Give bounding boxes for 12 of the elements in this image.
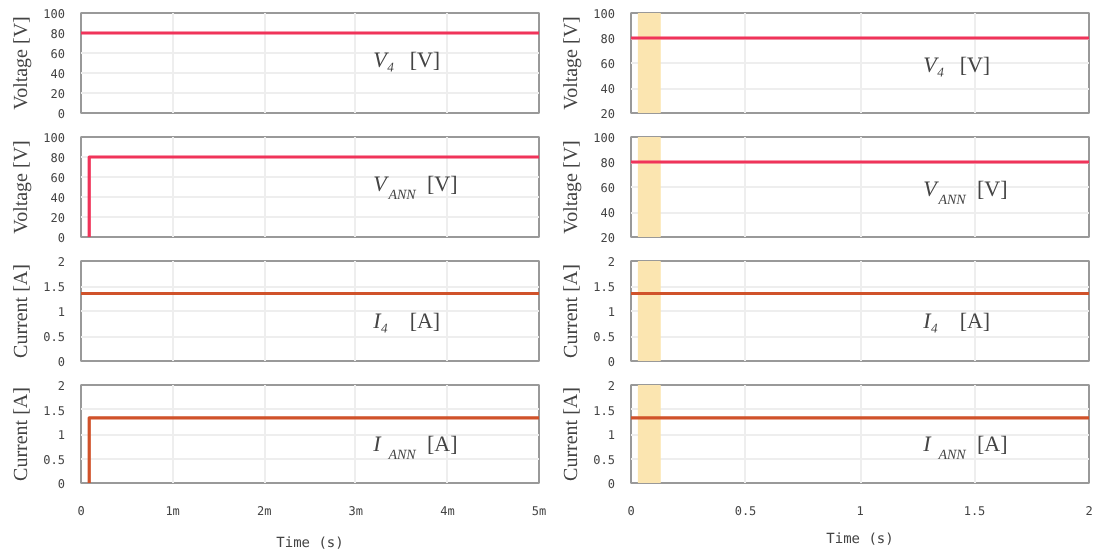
- y-axis-title: Voltage [V]: [561, 16, 584, 110]
- y-axis-title: Current [A]: [561, 264, 584, 358]
- annotation: V₄ [V]: [923, 54, 991, 78]
- y-axis-title: Voltage [V]: [561, 140, 584, 234]
- y-axis-title: Voltage [V]: [11, 16, 34, 110]
- annotation: I₄ [A]: [921, 309, 991, 334]
- annotation: V₄ [V]: [373, 49, 441, 73]
- annotation: I₄ [A]: [371, 309, 441, 334]
- y-axis-title: Current [A]: [561, 387, 584, 481]
- y-axis-title: Current [A]: [11, 264, 34, 358]
- y-axis-title: Current [A]: [11, 387, 34, 481]
- y-axis-title: Voltage [V]: [11, 140, 34, 234]
